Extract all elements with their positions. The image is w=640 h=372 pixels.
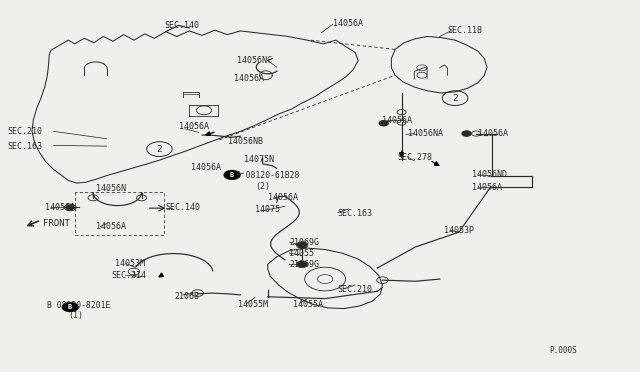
Text: 14056A: 14056A xyxy=(191,163,221,172)
Circle shape xyxy=(298,262,307,267)
Text: SEC.210: SEC.210 xyxy=(338,285,373,294)
Text: 14056A: 14056A xyxy=(179,122,209,131)
Text: 14056A: 14056A xyxy=(234,74,264,83)
Text: (2): (2) xyxy=(255,182,270,190)
Circle shape xyxy=(67,205,74,210)
Text: 14056N: 14056N xyxy=(96,185,125,193)
Text: SEC.140: SEC.140 xyxy=(166,203,201,212)
Circle shape xyxy=(380,121,388,126)
Circle shape xyxy=(298,243,307,248)
Text: 14056NC: 14056NC xyxy=(237,56,272,65)
Text: 21069G: 21069G xyxy=(289,238,319,247)
Text: 14056A: 14056A xyxy=(478,129,508,138)
Text: 14056ND: 14056ND xyxy=(472,170,507,179)
Text: 14055A: 14055A xyxy=(293,300,323,309)
Text: SEC.140: SEC.140 xyxy=(164,21,199,30)
Text: 14056A: 14056A xyxy=(45,203,75,212)
Text: SEC.214: SEC.214 xyxy=(111,271,146,280)
Text: 14053M: 14053M xyxy=(115,259,145,268)
Text: (1): (1) xyxy=(68,311,83,320)
Text: B 08120-8201E: B 08120-8201E xyxy=(47,301,111,311)
Text: 14056A: 14056A xyxy=(472,183,502,192)
Text: B: B xyxy=(68,304,72,310)
Text: 14056A: 14056A xyxy=(268,193,298,202)
Text: SEC.278: SEC.278 xyxy=(397,153,433,162)
Circle shape xyxy=(62,302,79,312)
Circle shape xyxy=(224,170,241,180)
Text: SEC.163: SEC.163 xyxy=(8,142,43,151)
Text: 14055M: 14055M xyxy=(239,300,268,309)
Text: 14056A: 14056A xyxy=(383,116,412,125)
Text: 14053P: 14053P xyxy=(444,226,474,235)
Text: 14056NB: 14056NB xyxy=(228,137,262,146)
Text: 14056A: 14056A xyxy=(333,19,363,28)
Text: B: B xyxy=(230,172,234,178)
Text: 21069G: 21069G xyxy=(289,260,319,269)
Text: 14056A: 14056A xyxy=(96,222,125,231)
Text: B 08120-61B28: B 08120-61B28 xyxy=(236,171,300,180)
Text: 14075N: 14075N xyxy=(244,155,273,164)
Text: 2: 2 xyxy=(157,145,162,154)
Text: SEC.163: SEC.163 xyxy=(338,209,373,218)
Text: 2: 2 xyxy=(452,94,458,103)
Circle shape xyxy=(462,131,471,136)
Text: 14056NA: 14056NA xyxy=(408,129,443,138)
Text: FRONT: FRONT xyxy=(43,219,70,228)
Text: SEC.210: SEC.210 xyxy=(8,127,43,136)
Text: P.000S: P.000S xyxy=(549,346,577,355)
Text: 14055: 14055 xyxy=(289,249,314,258)
Text: SEC.118: SEC.118 xyxy=(447,26,483,35)
Text: 14075: 14075 xyxy=(255,205,280,215)
Text: 21068: 21068 xyxy=(175,292,200,301)
